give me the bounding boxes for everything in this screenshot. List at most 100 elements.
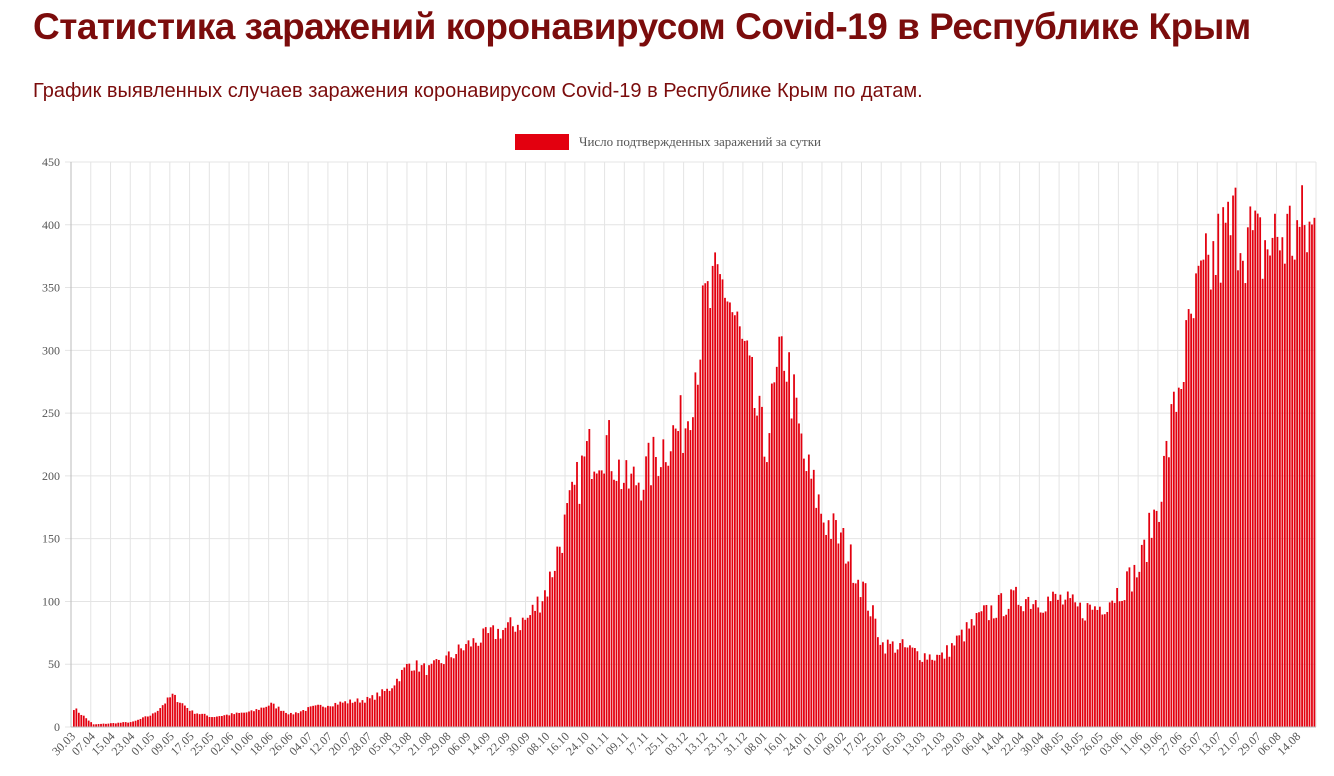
bar[interactable] bbox=[497, 628, 499, 727]
bar[interactable] bbox=[1195, 273, 1197, 727]
bar[interactable] bbox=[107, 723, 110, 727]
bar[interactable] bbox=[233, 714, 236, 727]
bar[interactable] bbox=[655, 457, 657, 727]
bar[interactable] bbox=[859, 597, 862, 727]
bar[interactable] bbox=[835, 520, 837, 727]
bar[interactable] bbox=[1303, 225, 1306, 727]
bar[interactable] bbox=[297, 713, 300, 727]
bar[interactable] bbox=[928, 654, 931, 727]
bar[interactable] bbox=[489, 627, 492, 727]
bar[interactable] bbox=[287, 714, 290, 727]
bar[interactable] bbox=[285, 712, 287, 727]
bar[interactable] bbox=[1047, 596, 1049, 727]
bar[interactable] bbox=[1298, 226, 1301, 727]
bar[interactable] bbox=[807, 454, 810, 727]
bar[interactable] bbox=[551, 577, 554, 727]
bar[interactable] bbox=[652, 436, 655, 727]
bar[interactable] bbox=[721, 279, 724, 727]
bar[interactable] bbox=[1251, 230, 1254, 727]
bar[interactable] bbox=[872, 605, 874, 727]
bar[interactable] bbox=[891, 641, 894, 727]
bar[interactable] bbox=[788, 352, 790, 727]
bar[interactable] bbox=[216, 716, 218, 727]
bar[interactable] bbox=[238, 712, 241, 727]
bar[interactable] bbox=[1212, 241, 1215, 727]
bar[interactable] bbox=[1081, 618, 1084, 727]
bar[interactable] bbox=[1076, 606, 1079, 727]
bar[interactable] bbox=[341, 702, 344, 727]
bar[interactable] bbox=[1098, 606, 1101, 727]
bar[interactable] bbox=[129, 722, 132, 727]
bar[interactable] bbox=[896, 649, 899, 727]
bar[interactable] bbox=[169, 697, 171, 727]
bar[interactable] bbox=[743, 340, 746, 727]
bar[interactable] bbox=[909, 645, 911, 727]
bar[interactable] bbox=[706, 281, 709, 727]
bar[interactable] bbox=[460, 648, 462, 727]
bar[interactable] bbox=[842, 528, 845, 727]
bar[interactable] bbox=[1086, 603, 1089, 727]
bar[interactable] bbox=[73, 710, 75, 727]
bar[interactable] bbox=[361, 700, 364, 727]
bar[interactable] bbox=[608, 420, 610, 727]
bar[interactable] bbox=[1266, 249, 1269, 727]
bar[interactable] bbox=[805, 471, 808, 727]
bar[interactable] bbox=[926, 659, 929, 727]
bar[interactable] bbox=[1311, 224, 1313, 727]
bar[interactable] bbox=[620, 489, 623, 727]
bar[interactable] bbox=[1123, 600, 1126, 727]
bar[interactable] bbox=[756, 415, 758, 727]
bar[interactable] bbox=[166, 697, 169, 727]
bar[interactable] bbox=[484, 627, 487, 727]
bar[interactable] bbox=[139, 718, 142, 727]
bar[interactable] bbox=[304, 710, 307, 727]
bar[interactable] bbox=[677, 431, 680, 727]
bar[interactable] bbox=[371, 695, 374, 727]
bar[interactable] bbox=[85, 718, 88, 727]
bar[interactable] bbox=[144, 716, 147, 727]
bar[interactable] bbox=[386, 688, 388, 727]
bar[interactable] bbox=[312, 705, 315, 727]
bar[interactable] bbox=[773, 382, 776, 727]
bar[interactable] bbox=[302, 710, 305, 727]
bar[interactable] bbox=[430, 663, 433, 727]
bar[interactable] bbox=[832, 513, 835, 727]
bar[interactable] bbox=[682, 452, 684, 727]
bar[interactable] bbox=[1246, 227, 1249, 727]
bar[interactable] bbox=[645, 456, 647, 727]
bar[interactable] bbox=[514, 631, 517, 727]
bar[interactable] bbox=[487, 633, 490, 727]
bar[interactable] bbox=[852, 582, 855, 727]
bar[interactable] bbox=[1239, 253, 1242, 727]
bar[interactable] bbox=[1306, 252, 1308, 727]
bar[interactable] bbox=[790, 418, 793, 727]
bar[interactable] bbox=[980, 611, 983, 727]
bar[interactable] bbox=[262, 707, 265, 727]
bar[interactable] bbox=[659, 467, 662, 727]
bar[interactable] bbox=[709, 308, 712, 727]
bar[interactable] bbox=[783, 370, 786, 727]
bar[interactable] bbox=[373, 699, 376, 727]
bar[interactable] bbox=[1182, 382, 1185, 727]
bar[interactable] bbox=[1197, 265, 1200, 727]
bar[interactable] bbox=[731, 312, 734, 727]
bar[interactable] bbox=[1261, 278, 1264, 727]
bar[interactable] bbox=[1052, 591, 1054, 727]
bar[interactable] bbox=[563, 514, 566, 727]
bar[interactable] bbox=[603, 473, 606, 727]
bar[interactable] bbox=[640, 500, 643, 727]
bar[interactable] bbox=[381, 689, 384, 727]
bar[interactable] bbox=[401, 669, 403, 727]
bar[interactable] bbox=[615, 480, 618, 727]
bar[interactable] bbox=[1170, 404, 1173, 727]
bar[interactable] bbox=[218, 716, 221, 727]
bar[interactable] bbox=[442, 664, 445, 727]
bar[interactable] bbox=[146, 716, 149, 727]
bar[interactable] bbox=[188, 710, 191, 727]
bar[interactable] bbox=[1205, 233, 1207, 727]
bar[interactable] bbox=[336, 704, 339, 727]
bar[interactable] bbox=[877, 637, 879, 727]
bar[interactable] bbox=[396, 678, 398, 727]
bar[interactable] bbox=[211, 717, 213, 727]
bar[interactable] bbox=[657, 476, 660, 727]
